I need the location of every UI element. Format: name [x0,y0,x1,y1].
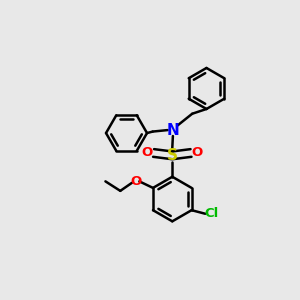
Text: Cl: Cl [204,207,218,220]
Text: O: O [142,146,153,159]
Text: O: O [130,175,141,188]
Text: O: O [192,146,203,159]
Text: N: N [167,123,179,138]
Text: S: S [167,148,178,163]
